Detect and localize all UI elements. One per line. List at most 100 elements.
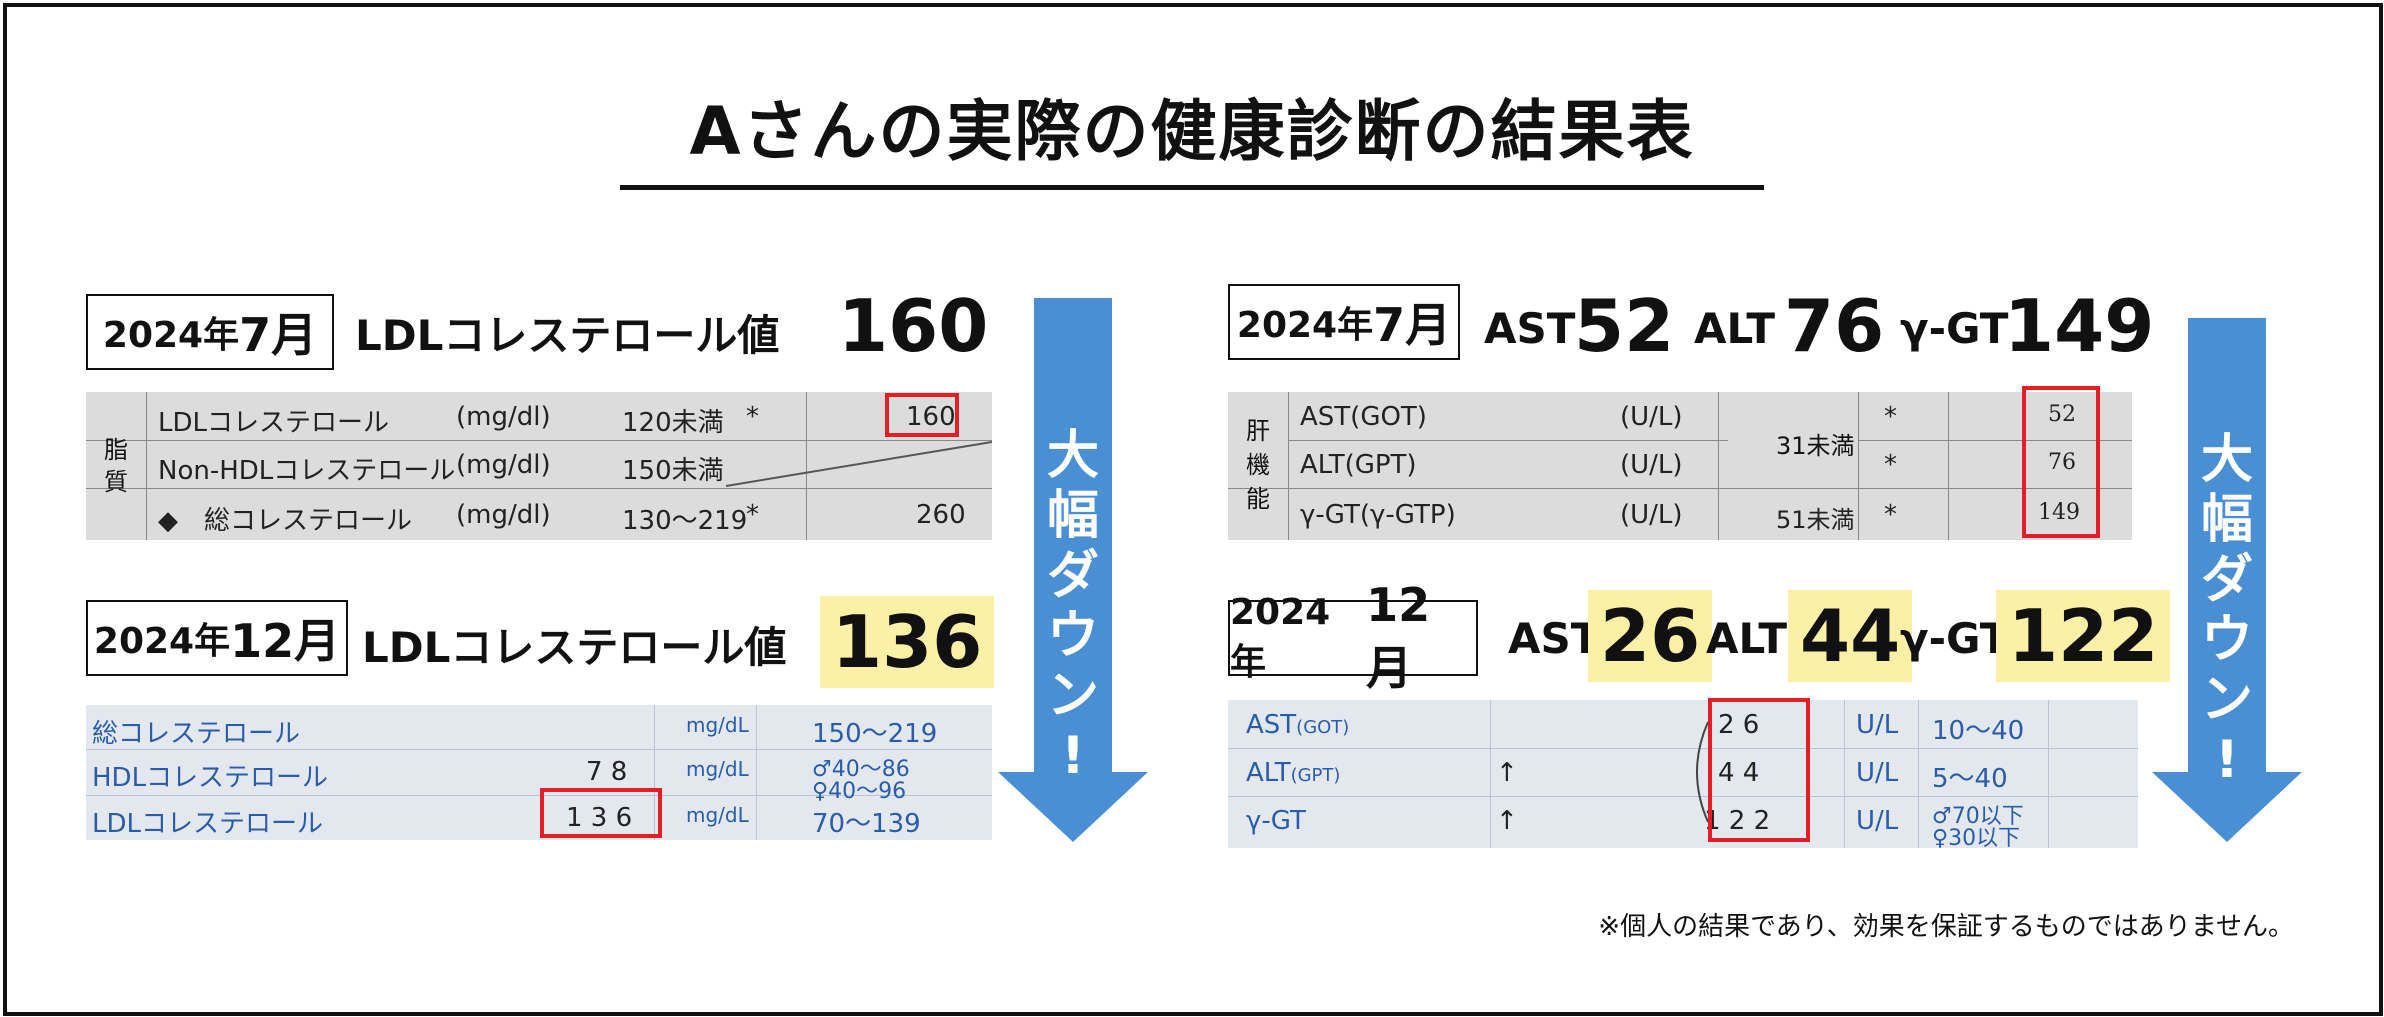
date-month: 7月 xyxy=(1373,298,1452,352)
scan-row-unit: (U/L) xyxy=(1620,450,1683,480)
left-after-label: LDLコレステロール値 xyxy=(362,623,787,672)
scan-row-range: 5〜40 xyxy=(1932,764,2008,794)
scan-row-range2: ♀40〜96 xyxy=(812,779,907,804)
ggt-label: γ-GT xyxy=(1900,304,2009,353)
name-text: AST xyxy=(1246,710,1297,740)
scan-row-range: 150未満 xyxy=(622,456,724,486)
alt-after-value: 44 xyxy=(1788,590,1913,682)
date-year: 2024年 xyxy=(93,621,231,662)
scan-row-name: γ-GT xyxy=(1246,806,1306,836)
scan-row-unit: mg/dL xyxy=(686,803,749,827)
scan-row-value: 1 3 6 xyxy=(566,803,633,833)
outer-frame xyxy=(3,3,2383,1016)
scan-row-range: 130〜219 xyxy=(622,506,748,536)
name-sub: (GPT) xyxy=(1290,765,1341,786)
scan-row-range2: ♀30以下 xyxy=(1932,826,2021,848)
scan-row-value: 160 xyxy=(906,402,956,432)
arrow-char: ダ xyxy=(1046,546,1099,606)
alt-before-value: 76 xyxy=(1784,284,1885,368)
red-highlight-box xyxy=(885,393,959,437)
scan-row-name: LDLコレステロール xyxy=(92,809,323,839)
scan-row-value: 7 8 xyxy=(586,757,628,787)
scan-row-name: AST(GOT) xyxy=(1300,402,1427,432)
scan-row-flag: ↑ xyxy=(1496,806,1518,836)
left-after-scan: 総コレステロール mg/dL 150〜219 HDLコレステロール 7 8 mg… xyxy=(86,705,992,840)
scan-row-name: LDLコレステロール xyxy=(158,408,389,438)
scan-row-value: 149 xyxy=(2038,500,2080,525)
ast-label: AST xyxy=(1484,304,1576,353)
ggt-label: γ-GT xyxy=(1900,614,2009,663)
left-before-value: 160 xyxy=(838,284,989,368)
scan-row-range: ♂70以下 xyxy=(1932,804,2024,829)
red-highlight-box xyxy=(540,788,662,838)
disclaimer-note: ※個人の結果であり、効果を保証するものではありません。 xyxy=(1598,912,2294,942)
left-after-date: 2024年 12月 xyxy=(86,600,348,676)
left-before-date: 2024年 7月 xyxy=(86,294,334,370)
scan-row-value: 1 2 2 xyxy=(1704,806,1771,836)
scan-row-range: 51未満 xyxy=(1776,506,1855,534)
scan-row-value: 52 xyxy=(2048,402,2076,427)
bracket-mark xyxy=(1696,721,1709,823)
scan-row-mark: * xyxy=(1884,500,1897,530)
scan-row-unit: mg/dL xyxy=(686,757,749,781)
arrow-char: ウ xyxy=(2200,610,2253,670)
ast-label: AST xyxy=(1508,614,1600,663)
scan-row-range: 150〜219 xyxy=(812,719,938,749)
ggt-before-value: 149 xyxy=(2004,284,2155,368)
scan-group-label: 脂質 xyxy=(104,436,128,496)
name-sub: (GOT) xyxy=(1296,717,1350,738)
diagonal-line xyxy=(726,441,992,487)
arrow-char: ! xyxy=(1061,726,1085,786)
scan-row-mark: * xyxy=(1884,450,1897,480)
red-highlight-box xyxy=(1708,698,1810,842)
arrow-char: ! xyxy=(2215,730,2239,790)
scan-row-unit: U/L xyxy=(1856,806,1899,836)
scan-row-name: γ-GT(γ-GTP) xyxy=(1300,500,1456,530)
left-before-scan: 脂質 LDLコレステロール (mg/dl) 120未満 * 160 Non-HD… xyxy=(86,392,992,540)
scan-row-mark: * xyxy=(746,500,759,530)
down-arrow-right: 大 幅 ダ ウ ン ! xyxy=(2152,318,2338,848)
scan-row-unit: U/L xyxy=(1856,710,1899,740)
page-title: Aさんの実際の健康診断の結果表 xyxy=(689,93,1695,170)
down-arrow-left: 大 幅 ダ ウ ン ! xyxy=(998,298,1184,848)
scan-row-unit: (mg/dl) xyxy=(456,450,551,480)
scan-row-unit: (U/L) xyxy=(1620,402,1683,432)
scan-row-name: 総コレステロール xyxy=(92,719,301,749)
name-text: γ-GT xyxy=(1246,806,1306,836)
scan-row-mark: * xyxy=(1884,402,1897,432)
scan-row-value: 260 xyxy=(916,500,966,530)
right-after-scan: AST(GOT) 2 6 U/L 10〜40 ALT(GPT) ↑ 4 4 U/… xyxy=(1228,700,2138,848)
date-month: 12月 xyxy=(230,614,341,668)
scan-row-name: ALT(GPT) xyxy=(1300,450,1417,480)
left-after-value: 136 xyxy=(820,596,995,688)
name-text: ALT xyxy=(1246,758,1291,788)
date-year: 2024年 xyxy=(102,315,240,356)
scan-row-range: 10〜40 xyxy=(1932,716,2025,746)
scan-row-value: 4 4 xyxy=(1718,758,1760,788)
scan-row-mark: * xyxy=(746,402,759,432)
scan-row-unit: mg/dL xyxy=(686,713,749,737)
scan-row-range: 70〜139 xyxy=(812,809,921,839)
ast-before-value: 52 xyxy=(1574,284,1675,368)
right-before-date: 2024年 7月 xyxy=(1228,284,1460,360)
date-month: 12月 xyxy=(1366,578,1431,695)
right-before-scan: 肝機能 AST(GOT) (U/L) * 52 31未満 ALT(GPT) (U… xyxy=(1228,392,2132,540)
scan-row-name: ALT(GPT) xyxy=(1246,758,1340,788)
scan-row-range: 120未満 xyxy=(622,408,724,438)
arrow-char: ン xyxy=(1046,666,1099,726)
ggt-after-value: 122 xyxy=(1996,590,2171,682)
alt-label: ALT xyxy=(1694,304,1775,353)
arrow-char: ン xyxy=(2200,670,2253,730)
arrow-char: 幅 xyxy=(2200,490,2253,550)
date-month: 7月 xyxy=(239,308,318,362)
red-highlight-box xyxy=(2022,386,2100,538)
scan-row-value: 76 xyxy=(2048,450,2076,475)
scan-row-name: ◆ 総コレステロール xyxy=(158,506,412,536)
scan-row-unit: (mg/dl) xyxy=(456,402,551,432)
arrow-char: 大 xyxy=(2200,430,2253,490)
scan-row-name: HDLコレステロール xyxy=(92,763,329,793)
scan-row-range: ♂40〜86 xyxy=(812,757,910,782)
scan-row-unit: U/L xyxy=(1856,758,1899,788)
arrow-char: 大 xyxy=(1046,426,1099,486)
title-underline xyxy=(620,185,1764,190)
